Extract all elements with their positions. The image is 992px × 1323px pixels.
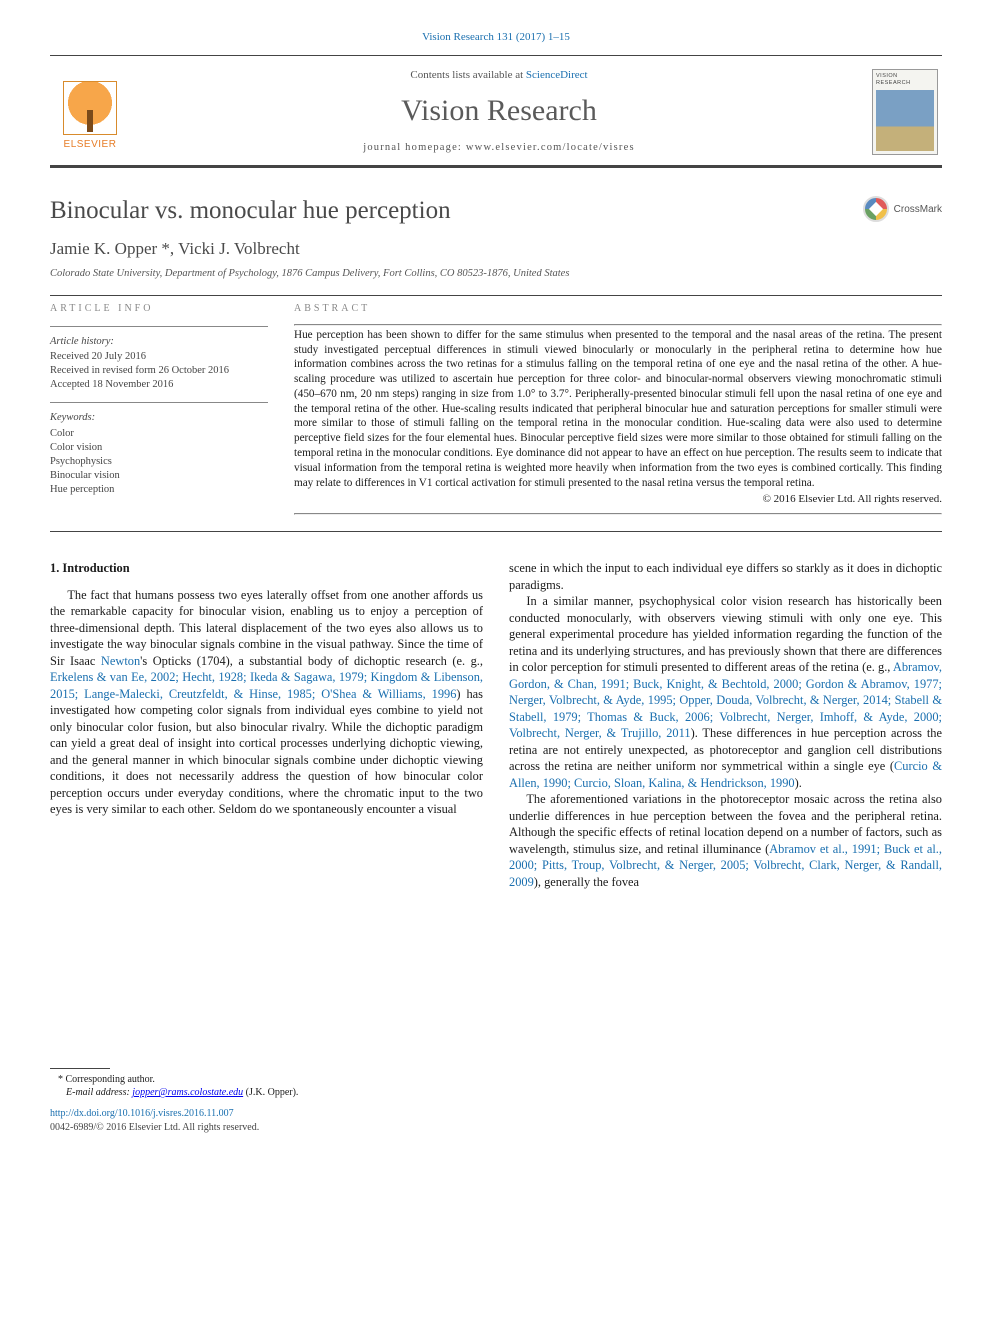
crossmark-label: CrossMark (894, 203, 942, 217)
body-paragraph: The aforementioned variations in the pho… (509, 791, 942, 890)
abstract-text: Hue perception has been shown to differ … (294, 328, 942, 491)
journal-name: Vision Research (130, 91, 868, 132)
corresponding-author-note: * Corresponding author. (50, 1073, 483, 1086)
issn-copyright: 0042-6989/© 2016 Elsevier Ltd. All right… (50, 1122, 259, 1133)
abstract-label: abstract (294, 302, 942, 316)
keyword: Binocular vision (50, 469, 268, 483)
keyword: Psychophysics (50, 455, 268, 469)
author-email-link[interactable]: jopper@rams.colostate.edu (132, 1087, 243, 1098)
keyword: Hue perception (50, 483, 268, 497)
history-received: Received 20 July 2016 (50, 350, 268, 364)
divider-thick (50, 165, 942, 168)
citation-link[interactable]: Erkelens & van Ee, 2002; Hecht, 1928; Ik… (50, 670, 483, 701)
journal-cover-thumbnail[interactable]: VISION RESEARCH (868, 68, 942, 156)
body-paragraph: The fact that humans possess two eyes la… (50, 587, 483, 818)
cover-title: VISION RESEARCH (876, 73, 934, 88)
keyword: Color vision (50, 441, 268, 455)
author-list: Jamie K. Opper *, Vicki J. Volbrecht (50, 238, 942, 261)
section-heading: 1. Introduction (50, 560, 483, 577)
contents-available-line: Contents lists available at ScienceDirec… (130, 68, 868, 83)
body-paragraph: scene in which the input to each individ… (509, 560, 942, 593)
elsevier-wordmark: ELSEVIER (64, 138, 117, 152)
copyright-line: © 2016 Elsevier Ltd. All rights reserved… (294, 492, 942, 507)
elsevier-logo[interactable]: ELSEVIER (50, 68, 130, 156)
keyword: Color (50, 427, 268, 441)
article-body: 1. Introduction The fact that humans pos… (50, 560, 942, 1134)
citation-link[interactable]: Newton (101, 654, 140, 668)
contents-prefix: Contents lists available at (410, 69, 525, 81)
body-paragraph: In a similar manner, psychophysical colo… (509, 593, 942, 791)
article-history-heading: Article history: (50, 335, 268, 349)
footnote-rule (50, 1068, 110, 1069)
divider (50, 531, 942, 532)
divider (50, 55, 942, 56)
sciencedirect-link[interactable]: ScienceDirect (526, 69, 588, 81)
doi-link[interactable]: http://dx.doi.org/10.1016/j.visres.2016.… (50, 1108, 234, 1119)
citation-line: Vision Research 131 (2017) 1–15 (50, 30, 942, 45)
journal-header: ELSEVIER Contents lists available at Sci… (50, 60, 942, 166)
crossmark-icon (863, 196, 889, 222)
history-revised: Received in revised form 26 October 2016 (50, 364, 268, 378)
article-info-label: article info (50, 302, 268, 316)
article-title: Binocular vs. monocular hue perception (50, 194, 942, 228)
keywords-heading: Keywords: (50, 411, 268, 425)
email-line: E-mail address: jopper@rams.colostate.ed… (50, 1086, 483, 1099)
crossmark-badge[interactable]: CrossMark (863, 196, 942, 222)
affiliation: Colorado State University, Department of… (50, 267, 942, 281)
elsevier-tree-icon (63, 81, 117, 135)
journal-homepage: journal homepage: www.elsevier.com/locat… (130, 141, 868, 155)
cover-image-icon (876, 90, 934, 150)
history-accepted: Accepted 18 November 2016 (50, 378, 268, 392)
divider (50, 295, 942, 296)
